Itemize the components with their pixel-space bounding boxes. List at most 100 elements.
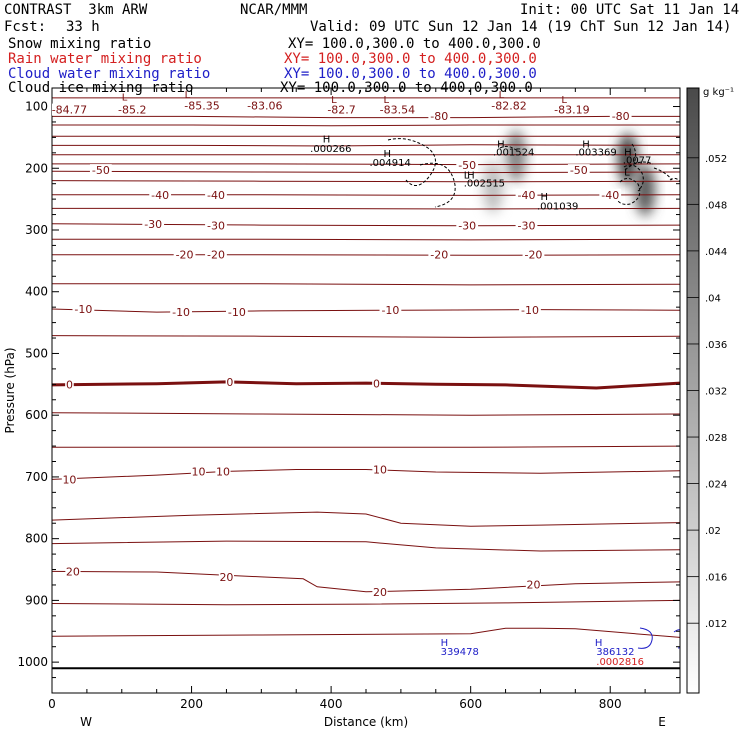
center-label: NCAR/MMM <box>240 2 308 18</box>
temperature-contour <box>52 144 680 147</box>
contour-label-bg <box>114 103 150 116</box>
temperature-contour <box>52 570 680 593</box>
contour-label: -80 <box>612 110 630 123</box>
extremum-label: .000266 <box>310 144 351 155</box>
contour-label: -85.2 <box>118 104 146 117</box>
contour-label-bg <box>218 570 235 583</box>
contour-label-bg <box>205 219 227 232</box>
contour-label-bg <box>372 463 388 476</box>
cloud-water-contour <box>673 629 680 649</box>
fcst-value: 33 h <box>66 19 100 35</box>
contour-label-bg <box>428 248 451 261</box>
contour-label: -30 <box>207 220 225 233</box>
legend-rain-xy: XY= 100.0,300.0 to 400.0,300.0 <box>284 51 537 67</box>
contour-label-bg <box>379 304 402 317</box>
legend-cloudwater-xy: XY= 100.0,300.0 to 400.0,300.0 <box>284 66 537 82</box>
contour-label: -10 <box>74 303 92 316</box>
temperature-contour <box>52 540 680 552</box>
snow-shade <box>482 160 503 213</box>
extremum-label: L <box>383 95 389 106</box>
contour-label: -82.7 <box>327 104 355 117</box>
colorbar-tick-label: .024 <box>705 480 727 491</box>
temperature-contour <box>52 412 680 416</box>
y-axis-title: Pressure (hPa) <box>3 347 17 433</box>
extremum-label: L <box>499 90 505 101</box>
contour-label: -85.35 <box>184 99 219 112</box>
extremum-label: H <box>467 170 475 181</box>
fcst-label: Fcst: <box>4 19 47 35</box>
extremum-label: .0077 <box>623 156 652 167</box>
extremum-label: H <box>383 149 391 160</box>
contour-label: -30 <box>518 220 536 233</box>
colorbar-tick-label: .052 <box>705 154 727 165</box>
extremum-label: .001039 <box>537 201 578 212</box>
contour-label-bg <box>52 103 91 116</box>
cloud-water-contour <box>637 627 653 649</box>
extremum-label: H <box>540 192 548 203</box>
colorbar-tick-label: .02 <box>705 526 721 537</box>
contour-label-bg <box>226 306 248 319</box>
x-tick-label: 200 <box>180 697 203 711</box>
axis-ticks <box>51 88 680 694</box>
contour-label-bg <box>567 164 590 177</box>
contour-label: -20 <box>524 249 542 262</box>
contour-label-bg <box>205 188 227 201</box>
contour-label: 0 <box>373 378 380 391</box>
extremum-label: H <box>441 638 449 649</box>
cloud-ice-contours <box>387 138 680 208</box>
extremum-label: 339478 <box>441 647 479 658</box>
cloud-ice-contour <box>499 145 517 151</box>
contour-label-bg <box>205 248 227 261</box>
y-tick-label: 900 <box>25 593 48 607</box>
contour-label-bg <box>72 303 95 316</box>
valid-time: Valid: 09 UTC Sun 12 Jan 14 (19 ChT Sun … <box>310 19 732 35</box>
temperature-contour <box>52 599 680 606</box>
contour-label: 10 <box>192 465 206 478</box>
temperature-contours <box>52 97 680 670</box>
x-end-label-east: E <box>658 715 666 729</box>
cloud-ice-contour <box>387 138 436 186</box>
contour-label: -82.82 <box>491 99 526 112</box>
contour-label-bg <box>488 99 530 112</box>
snow-shade <box>506 129 527 182</box>
cloud-ice-contour <box>615 178 641 205</box>
contour-label: -50 <box>92 164 110 177</box>
temperature-contour <box>52 238 680 241</box>
contour-label: -83.54 <box>380 104 415 117</box>
extremum-label: H <box>624 148 632 159</box>
contour-label-bg <box>181 99 223 112</box>
x-axis-title: Distance (km) <box>324 715 408 729</box>
y-tick-label: 500 <box>25 346 48 360</box>
snow-shade <box>635 163 656 216</box>
contour-label: -40 <box>207 189 225 202</box>
extremum-label: L <box>122 93 128 104</box>
extremum-label: .002515 <box>464 178 505 189</box>
contour-label-bg <box>244 99 286 112</box>
contour-label: -84.77 <box>52 104 87 117</box>
y-tick-label: 400 <box>25 285 48 299</box>
contour-label: 10 <box>216 465 230 478</box>
contour-label-bg <box>89 164 112 177</box>
colorbar-tick-label: .036 <box>705 340 727 351</box>
y-tick-label: 700 <box>25 470 48 484</box>
contour-label: -10 <box>228 306 246 319</box>
extremum-label: H <box>497 140 505 151</box>
x-tick-label: 0 <box>48 697 56 711</box>
contour-label: -80 <box>430 110 448 123</box>
temperature-contour <box>52 308 680 313</box>
contour-label-bg <box>61 473 78 486</box>
extremum-label: 386132 <box>596 647 634 658</box>
contour-label: -20 <box>176 249 194 262</box>
legend-rain-name: Rain water mixing ratio <box>8 51 202 67</box>
extremum-label: L <box>464 170 470 181</box>
init-time: Init: 00 UTC Sat 11 Jan 14 <box>520 2 740 18</box>
contour-label: 20 <box>66 565 80 578</box>
contour-label-bg <box>456 159 479 172</box>
contour-label: -30 <box>144 218 162 231</box>
colorbar: .012 .016 .02 .024 .028 .032 .036 .04 .044 .048 .0… <box>686 87 734 694</box>
contour-label: -50 <box>458 159 476 172</box>
temperature-contour <box>52 194 680 196</box>
extremum-label: H <box>582 140 590 151</box>
extremum-label: .004914 <box>369 158 410 169</box>
